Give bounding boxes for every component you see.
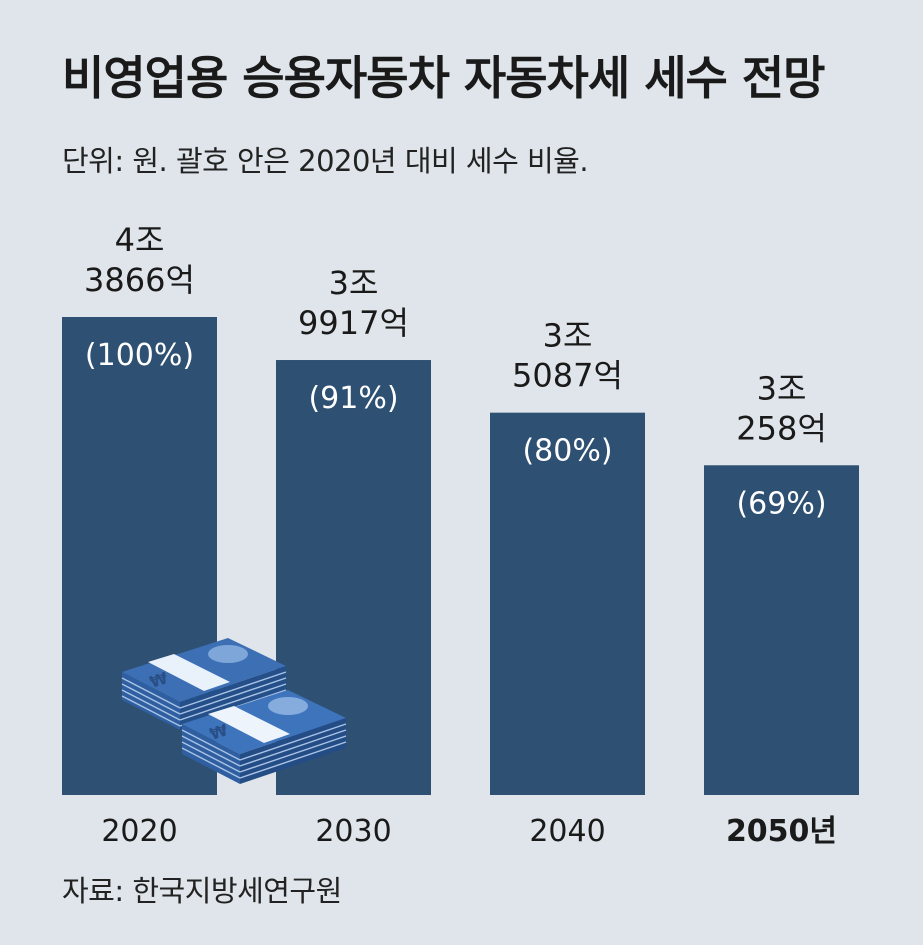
- svg-text:₩: ₩: [207, 720, 230, 744]
- bar-2050년: [704, 465, 859, 795]
- value-label: 3조: [757, 369, 807, 407]
- ratio-label: (91%): [308, 381, 398, 416]
- category-label: 2040: [529, 814, 605, 849]
- ratio-label: (80%): [522, 434, 612, 469]
- category-label: 2050년: [726, 814, 837, 849]
- category-label: 2020: [101, 814, 177, 849]
- value-label: 9917억: [298, 304, 409, 342]
- value-label: 258억: [736, 409, 827, 447]
- bar-2040: [490, 412, 645, 795]
- value-label: 3조: [329, 264, 379, 302]
- value-label: 3조: [543, 317, 593, 355]
- ratio-label: (100%): [85, 338, 194, 373]
- money-stack-icon: ₩ ₩: [121, 638, 347, 784]
- chart-subtitle: 단위: 원. 괄호 안은 2020년 대비 세수 비율.: [62, 144, 589, 178]
- source-note: 자료: 한국지방세연구원: [62, 874, 342, 908]
- chart-title: 비영업용 승용자동차 자동차세 세수 전망: [62, 51, 825, 105]
- value-label: 4조: [115, 221, 165, 259]
- ratio-label: (69%): [736, 486, 826, 521]
- category-label: 2030: [315, 814, 391, 849]
- svg-text:₩: ₩: [147, 668, 170, 692]
- value-label: 5087억: [512, 357, 623, 395]
- value-label: 3866억: [84, 261, 195, 299]
